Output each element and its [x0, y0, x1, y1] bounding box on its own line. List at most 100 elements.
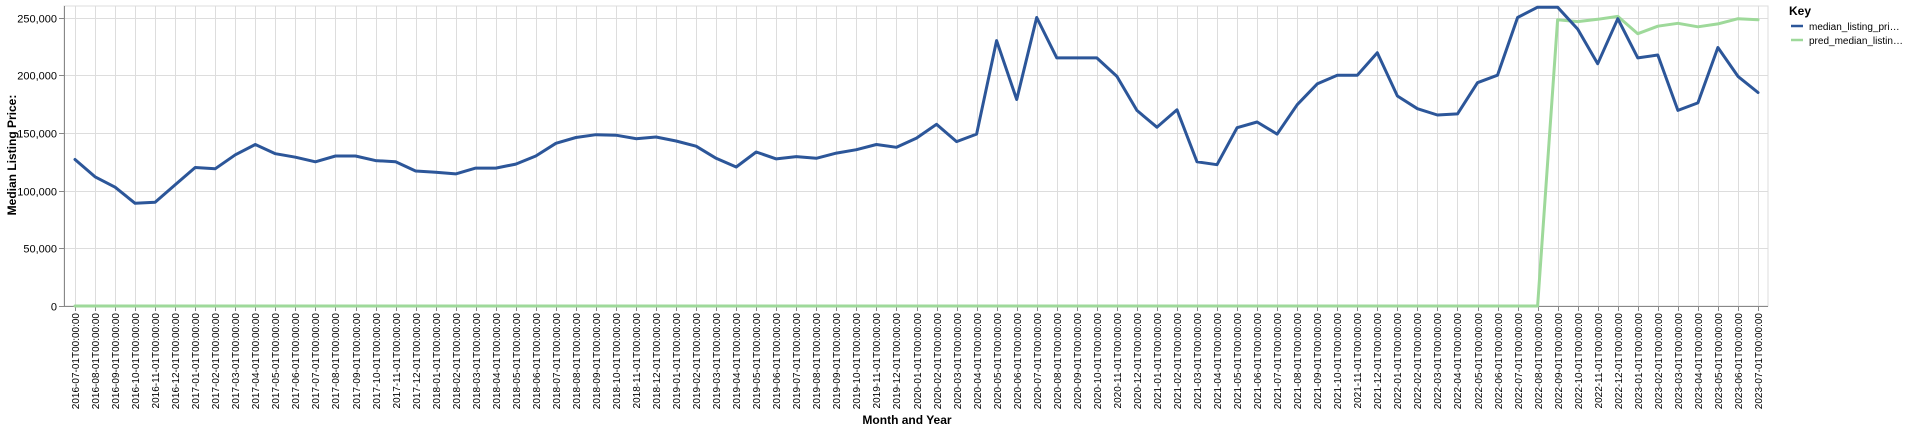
x-tick-label: 2019-12-01T00:00:00 [892, 313, 903, 410]
x-tick-label: 2016-08-01T00:00:00 [91, 313, 102, 410]
x-tick-label: 2017-04-01T00:00:00 [251, 313, 262, 410]
x-tick-label: 2017-05-01T00:00:00 [271, 313, 282, 410]
legend-items: median_listing_pri… pred_median_listin… [1791, 22, 1903, 47]
x-tick-label: 2019-03-01T00:00:00 [712, 313, 723, 410]
x-tick-label: 2017-03-01T00:00:00 [231, 313, 242, 410]
x-tick-label: 2019-02-01T00:00:00 [692, 313, 703, 410]
y-tick-label: 0 [51, 302, 57, 314]
x-tick-label: 2023-01-01T00:00:00 [1634, 313, 1645, 410]
x-tick-label: 2017-06-01T00:00:00 [291, 313, 302, 410]
x-tick-label: 2021-12-01T00:00:00 [1373, 313, 1384, 410]
x-tick-label: 2020-03-01T00:00:00 [953, 313, 964, 410]
x-tick-label: 2019-07-01T00:00:00 [792, 313, 803, 410]
series-lines [75, 7, 1758, 306]
x-tick-label: 2016-10-01T00:00:00 [131, 313, 142, 410]
x-tick-label: 2018-06-01T00:00:00 [532, 313, 543, 410]
x-tick-label: 2017-12-01T00:00:00 [412, 313, 423, 410]
x-tick-label: 2018-11-01T00:00:00 [632, 313, 643, 409]
x-tick-label: 2020-11-01T00:00:00 [1113, 313, 1124, 409]
x-tick-label: 2018-02-01T00:00:00 [452, 313, 463, 410]
x-tick-label: 2017-07-01T00:00:00 [311, 313, 322, 410]
x-tick-label: 2020-07-01T00:00:00 [1033, 313, 1044, 410]
series-line-median-listing-pri [75, 7, 1758, 203]
x-tick-label: 2021-08-01T00:00:00 [1293, 313, 1304, 410]
y-tick-label: 100,000 [17, 187, 57, 199]
y-tick-label: 200,000 [17, 71, 57, 83]
x-tick-label: 2017-01-01T00:00:00 [191, 313, 202, 410]
x-tick-label: 2020-12-01T00:00:00 [1133, 313, 1144, 410]
x-tick-label: 2022-02-01T00:00:00 [1413, 313, 1424, 410]
x-tick-label: 2018-01-01T00:00:00 [432, 313, 443, 410]
legend-label: median_listing_pri… [1809, 22, 1900, 33]
x-tick-label: 2020-02-01T00:00:00 [933, 313, 944, 410]
x-tick-label: 2022-04-01T00:00:00 [1453, 313, 1464, 410]
legend-title: Key [1789, 4, 1811, 18]
legend: Key median_listing_pri… pred_median_listi… [1789, 4, 1903, 47]
x-tick-label: 2017-08-01T00:00:00 [331, 313, 342, 410]
x-tick-label: 2016-09-01T00:00:00 [111, 313, 122, 410]
x-tick-label: 2020-10-01T00:00:00 [1093, 313, 1104, 410]
x-tick-label: 2021-02-01T00:00:00 [1173, 313, 1184, 410]
x-tick-label: 2019-06-01T00:00:00 [772, 313, 783, 410]
grid-lines [64, 6, 1768, 307]
x-tick-label: 2018-09-01T00:00:00 [592, 313, 603, 410]
x-tick-label: 2021-06-01T00:00:00 [1253, 313, 1264, 410]
x-tick-label: 2018-10-01T00:00:00 [612, 313, 623, 410]
x-tick-label: 2020-06-01T00:00:00 [1013, 313, 1024, 410]
x-tick-label: 2023-07-01T00:00:00 [1754, 313, 1765, 410]
x-tick-label: 2019-08-01T00:00:00 [812, 313, 823, 410]
x-tick-label: 2017-10-01T00:00:00 [372, 313, 383, 410]
x-tick-label: 2019-05-01T00:00:00 [752, 313, 763, 410]
x-tick-label: 2020-09-01T00:00:00 [1073, 313, 1084, 410]
x-tick-label: 2022-05-01T00:00:00 [1474, 313, 1485, 410]
x-tick-label: 2016-12-01T00:00:00 [171, 313, 182, 410]
x-tick-label: 2021-09-01T00:00:00 [1313, 313, 1324, 410]
x-tick-label: 2022-01-01T00:00:00 [1393, 313, 1404, 410]
x-tick-label: 2023-03-01T00:00:00 [1674, 313, 1685, 410]
axes: 050,000100,000150,000200,000250,0002016-… [17, 6, 1768, 409]
x-tick-label: 2021-03-01T00:00:00 [1193, 313, 1204, 410]
legend-label: pred_median_listin… [1809, 36, 1903, 47]
x-tick-label: 2018-08-01T00:00:00 [572, 313, 583, 410]
x-tick-label: 2021-01-01T00:00:00 [1153, 313, 1164, 410]
x-tick-label: 2019-01-01T00:00:00 [672, 313, 683, 410]
x-tick-label: 2021-07-01T00:00:00 [1273, 313, 1284, 410]
x-tick-label: 2020-01-01T00:00:00 [913, 313, 924, 410]
x-tick-label: 2020-04-01T00:00:00 [973, 313, 984, 410]
x-tick-label: 2017-09-01T00:00:00 [352, 313, 363, 410]
x-tick-label: 2023-06-01T00:00:00 [1734, 313, 1745, 410]
y-axis-title: Median Listing Price: [5, 95, 19, 216]
x-tick-label: 2019-10-01T00:00:00 [852, 313, 863, 410]
x-tick-label: 2019-04-01T00:00:00 [732, 313, 743, 410]
series-line-pred-median-listin [75, 16, 1758, 306]
x-tick-label: 2018-05-01T00:00:00 [512, 313, 523, 410]
x-tick-label: 2022-09-01T00:00:00 [1554, 313, 1565, 410]
plot-frame [64, 6, 1768, 306]
x-tick-label: 2023-02-01T00:00:00 [1654, 313, 1665, 410]
x-tick-label: 2020-08-01T00:00:00 [1053, 313, 1064, 410]
x-tick-label: 2022-06-01T00:00:00 [1494, 313, 1505, 410]
x-tick-label: 2021-10-01T00:00:00 [1333, 313, 1344, 410]
x-tick-label: 2018-12-01T00:00:00 [652, 313, 663, 410]
x-tick-label: 2022-03-01T00:00:00 [1433, 313, 1444, 410]
x-tick-label: 2021-04-01T00:00:00 [1213, 313, 1224, 410]
x-tick-label: 2021-11-01T00:00:00 [1353, 313, 1364, 409]
x-tick-label: 2023-05-01T00:00:00 [1714, 313, 1725, 410]
x-tick-label: 2016-07-01T00:00:00 [71, 313, 82, 410]
x-tick-label: 2023-04-01T00:00:00 [1694, 313, 1705, 410]
x-tick-label: 2019-11-01T00:00:00 [872, 313, 883, 409]
x-axis-title: Month and Year [862, 413, 951, 427]
y-tick-label: 50,000 [23, 244, 57, 256]
y-tick-label: 150,000 [17, 129, 57, 141]
x-tick-label: 2018-07-01T00:00:00 [552, 313, 563, 410]
x-tick-label: 2016-11-01T00:00:00 [151, 313, 162, 409]
x-tick-label: 2017-02-01T00:00:00 [211, 313, 222, 410]
x-tick-label: 2022-08-01T00:00:00 [1534, 313, 1545, 410]
x-tick-label: 2019-09-01T00:00:00 [832, 313, 843, 410]
x-tick-label: 2020-05-01T00:00:00 [993, 313, 1004, 410]
x-tick-label: 2022-12-01T00:00:00 [1614, 313, 1625, 410]
x-tick-label: 2018-03-01T00:00:00 [472, 313, 483, 410]
x-tick-label: 2022-07-01T00:00:00 [1514, 313, 1525, 410]
